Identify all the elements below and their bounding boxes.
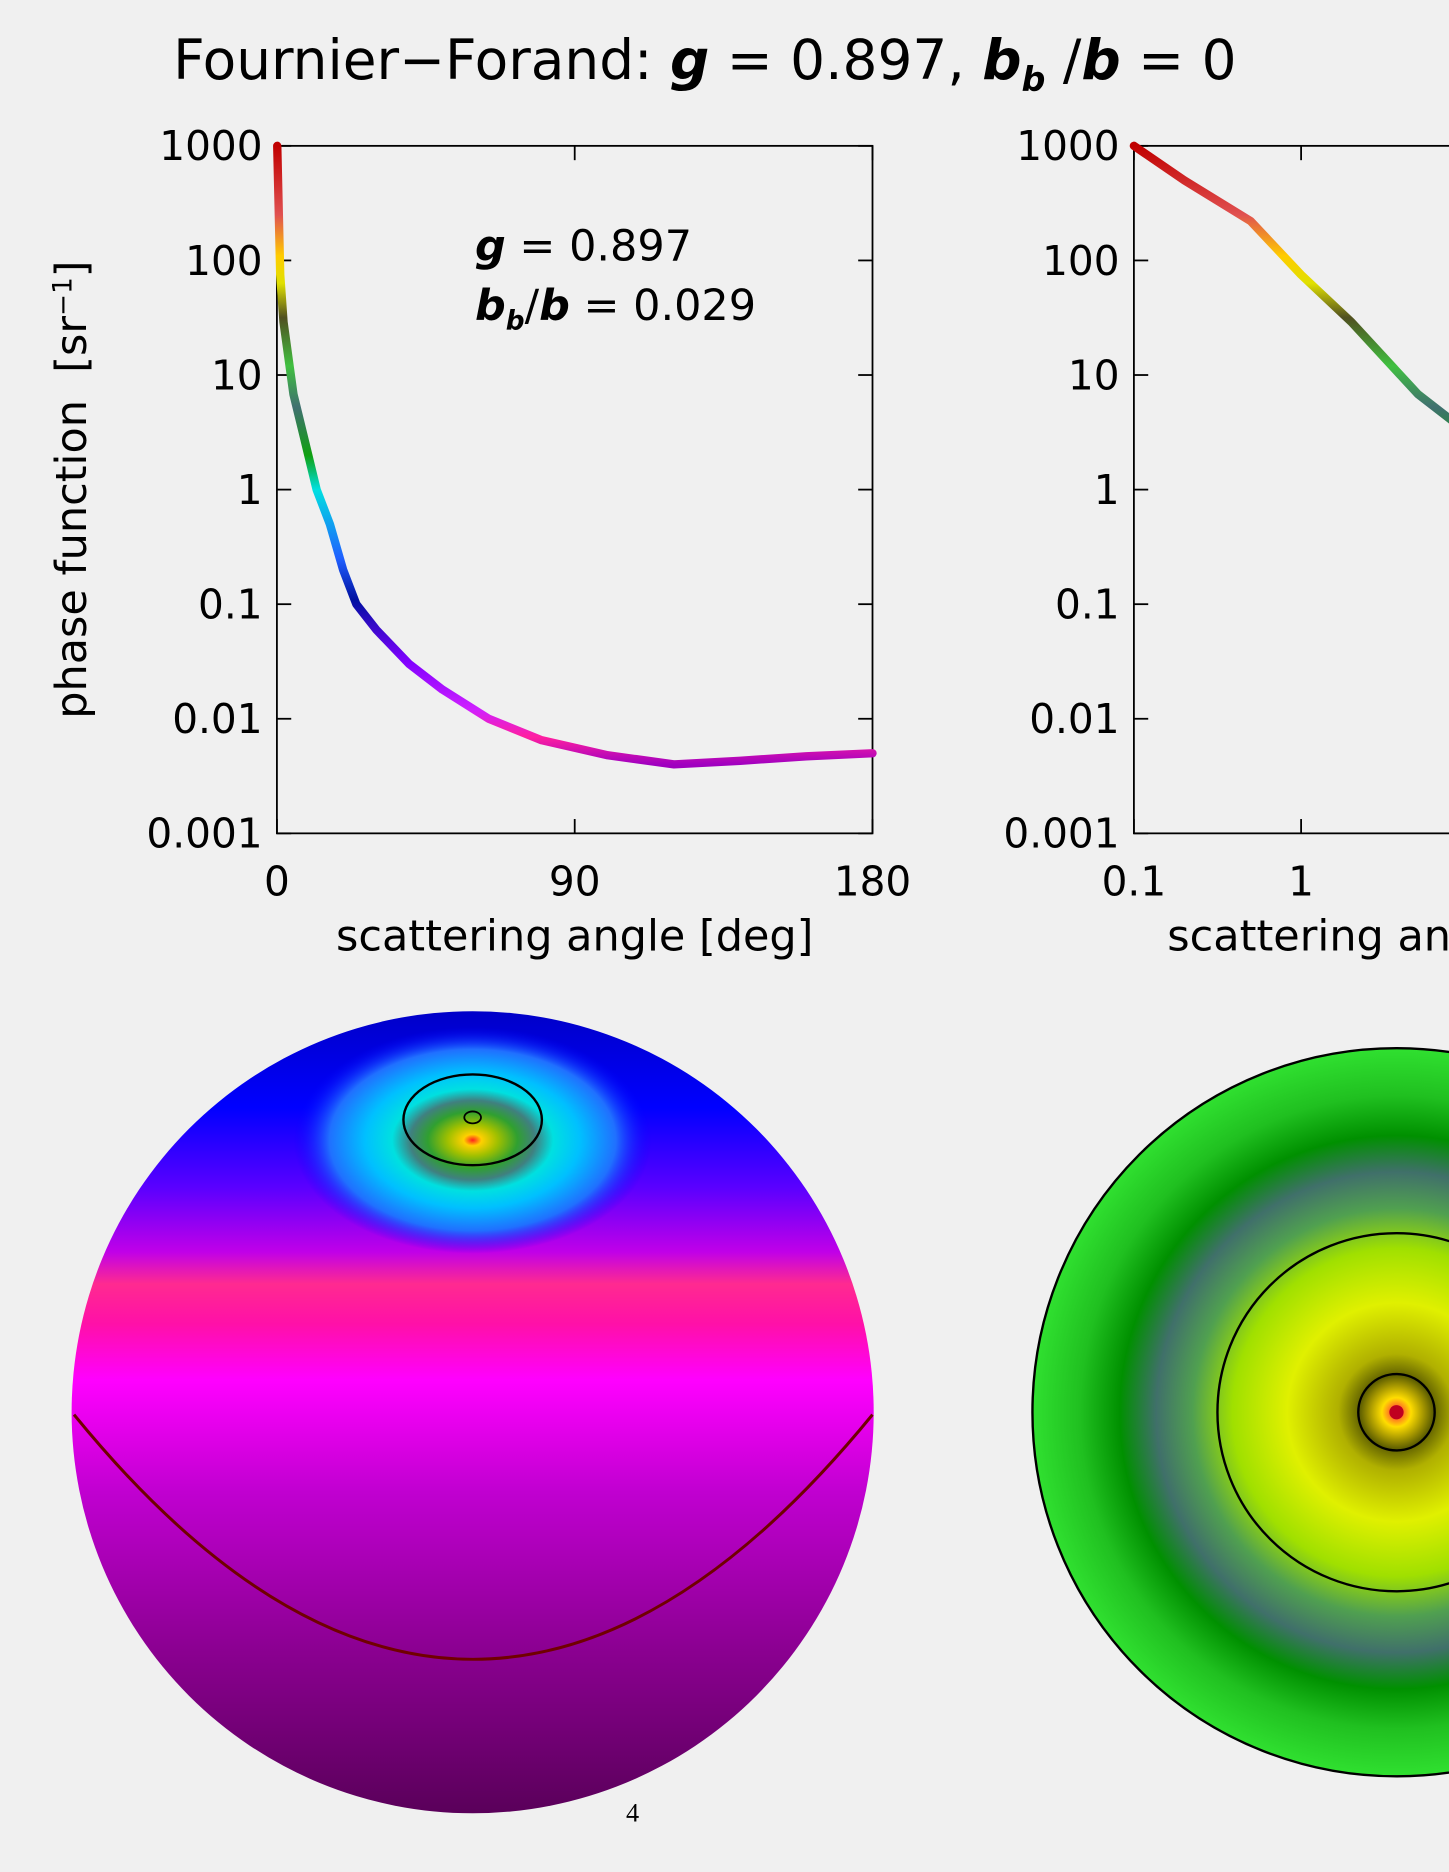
annotation-part: / xyxy=(525,281,540,331)
contour xyxy=(1357,1372,1436,1452)
y-tick-label: 100 xyxy=(1042,237,1119,285)
y-tick-label: 0.1 xyxy=(1055,581,1120,629)
sphere xyxy=(1031,1047,1449,1778)
y-tick-label: 1000 xyxy=(1016,122,1119,170)
equator xyxy=(72,1413,874,1661)
x-tick-label: 0 xyxy=(264,857,290,905)
label-part: ] xyxy=(47,260,97,277)
title-part: = 0 xyxy=(1121,28,1237,92)
y-tick-label: 1 xyxy=(1094,466,1120,514)
annotation-part: b xyxy=(475,281,506,331)
figure-title: Fournier−Forand: g = 0.897, bb /b = 0 xyxy=(173,28,1236,99)
y-tick-label: 0.001 xyxy=(1003,810,1119,858)
title-part: g xyxy=(670,28,709,92)
y-axis-label: phase function [sr−1] xyxy=(47,260,97,718)
data-line xyxy=(273,141,877,769)
y-tick-label: 10 xyxy=(211,351,263,399)
label-part: −1 xyxy=(49,277,79,316)
sphere-polar xyxy=(1031,1047,1449,1778)
title-part: b xyxy=(1081,28,1120,92)
label-part: phase function [sr xyxy=(47,316,97,719)
annotation: g = 0.897 xyxy=(475,221,692,271)
sphere-peak xyxy=(293,1026,652,1254)
y-tick-label: 10 xyxy=(1068,351,1120,399)
page-number: 4 xyxy=(626,1799,639,1828)
x-tick-label: 180 xyxy=(834,857,911,905)
y-tick-label: 0.1 xyxy=(198,581,263,629)
annotation-part: b xyxy=(539,281,570,331)
x-axis-label: scattering angle [deg] xyxy=(1167,911,1449,961)
sphere xyxy=(71,1011,874,1814)
y-tick-label: 1 xyxy=(237,466,263,514)
center xyxy=(1389,1405,1404,1420)
contour xyxy=(1216,1232,1449,1593)
y-tick-label: 100 xyxy=(185,237,262,285)
x-axis-label: scattering angle [deg] xyxy=(336,911,813,961)
sphere-3d xyxy=(71,1011,874,1814)
title-part: b xyxy=(982,28,1021,92)
y-tick-label: 1000 xyxy=(159,122,262,170)
y-tick-label: 0.001 xyxy=(146,810,262,858)
title-part: Fournier−Forand: xyxy=(173,28,670,92)
plot-frame xyxy=(1133,144,1449,835)
y-tick-label: 0.01 xyxy=(1029,695,1119,743)
annotation-part: = 0.029 xyxy=(570,281,756,331)
title-part: = 0.897, xyxy=(709,28,982,92)
annotation: bb/b = 0.029 xyxy=(475,281,756,337)
title-part: b xyxy=(1022,60,1046,99)
annotation-part: g xyxy=(475,221,506,271)
y-tick-label: 0.01 xyxy=(172,695,262,743)
data-line xyxy=(1129,141,1449,424)
contour xyxy=(402,1073,544,1167)
contour xyxy=(463,1110,482,1125)
title-part: / xyxy=(1045,28,1081,92)
x-tick-label: 90 xyxy=(549,857,601,905)
annotation-part: = 0.897 xyxy=(506,221,692,271)
x-tick-label: 1 xyxy=(1288,857,1314,905)
x-tick-label: 0.1 xyxy=(1102,857,1167,905)
annotation-part: b xyxy=(506,307,525,337)
